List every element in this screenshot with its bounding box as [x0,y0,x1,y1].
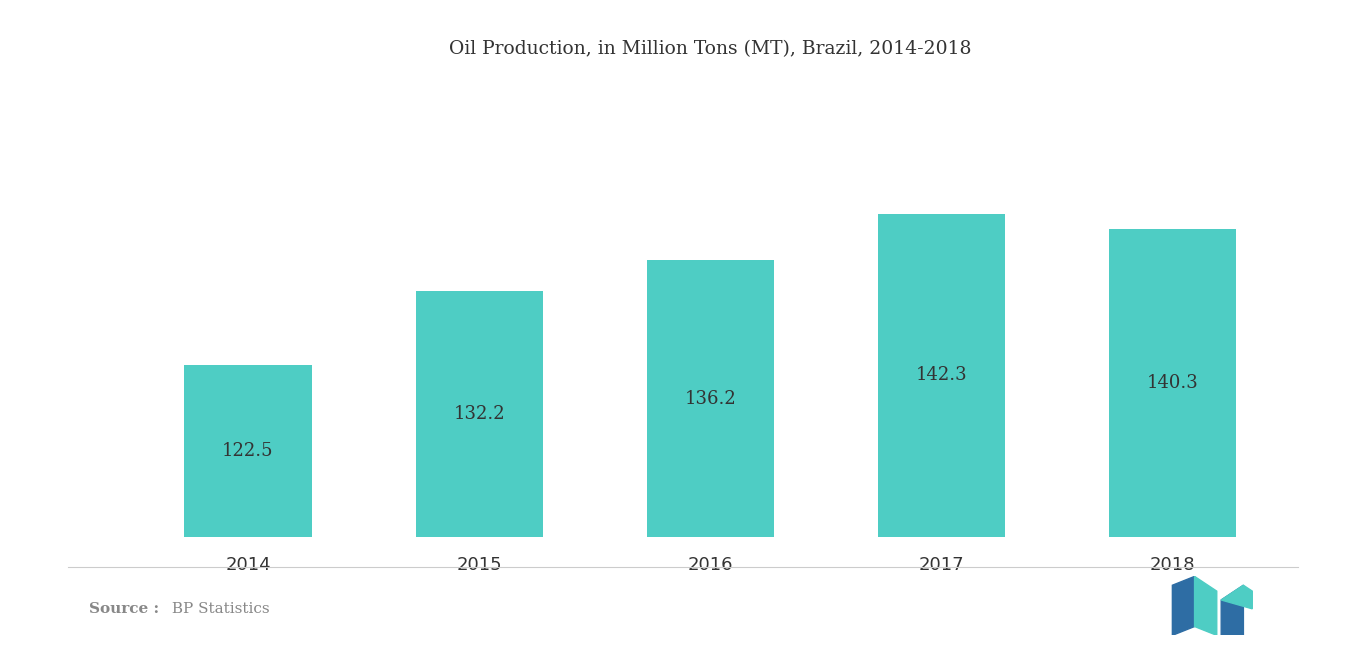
Bar [415,291,542,655]
Bar [184,365,311,655]
Bar [646,261,775,655]
Polygon shape [1172,576,1194,635]
Text: Source :: Source : [89,602,158,616]
Bar [878,214,1005,655]
Text: 140.3: 140.3 [1147,374,1198,392]
Text: 122.5: 122.5 [223,442,273,460]
Bar [1109,229,1236,655]
Text: 136.2: 136.2 [684,390,736,408]
Polygon shape [1221,586,1253,609]
Polygon shape [1221,586,1243,635]
Text: 132.2: 132.2 [454,405,505,423]
Text: 142.3: 142.3 [915,367,967,384]
Title: Oil Production, in Million Tons (MT), Brazil, 2014-2018: Oil Production, in Million Tons (MT), Br… [449,39,971,58]
Polygon shape [1194,576,1217,635]
Text: BP Statistics: BP Statistics [167,602,269,616]
